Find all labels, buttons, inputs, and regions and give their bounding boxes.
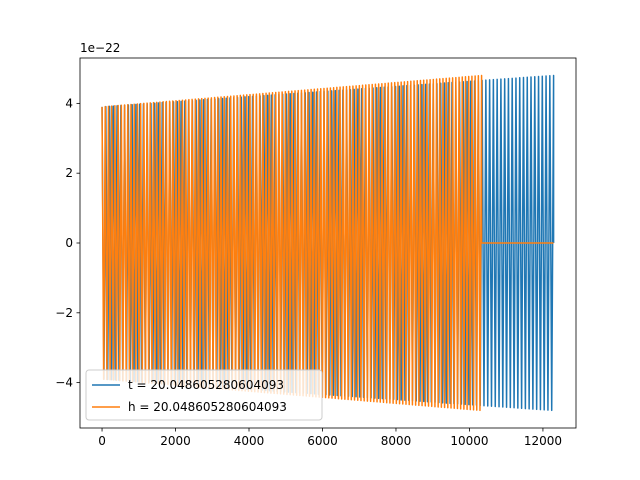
y-tick-label: 2 (65, 166, 73, 180)
x-tick-label: 10000 (450, 434, 488, 448)
x-axis-ticks: 0 2000 4000 6000 8000 10000 12000 (98, 428, 562, 448)
legend-label-t: t = 20.048605280604093 (128, 378, 284, 392)
y-axis-ticks: −4 −2 0 2 4 (55, 96, 80, 390)
x-tick-label: 8000 (381, 434, 412, 448)
x-tick-label: 2000 (160, 434, 191, 448)
x-tick-label: 6000 (307, 434, 338, 448)
legend-label-h: h = 20.048605280604093 (128, 400, 287, 414)
y-tick-label: 0 (65, 236, 73, 250)
x-tick-label: 4000 (234, 434, 265, 448)
x-tick-label: 12000 (524, 434, 562, 448)
y-tick-label: 4 (65, 96, 73, 110)
y-tick-label: −4 (55, 376, 73, 390)
legend-frame (85, 369, 323, 421)
x-tick-label: 0 (98, 434, 106, 448)
axes-frame (79, 57, 577, 429)
y-offset-label: 1e−22 (80, 41, 120, 55)
legend: t = 20.048605280604093 h = 20.0486052806… (85, 369, 323, 421)
y-tick-label: −2 (55, 306, 73, 320)
